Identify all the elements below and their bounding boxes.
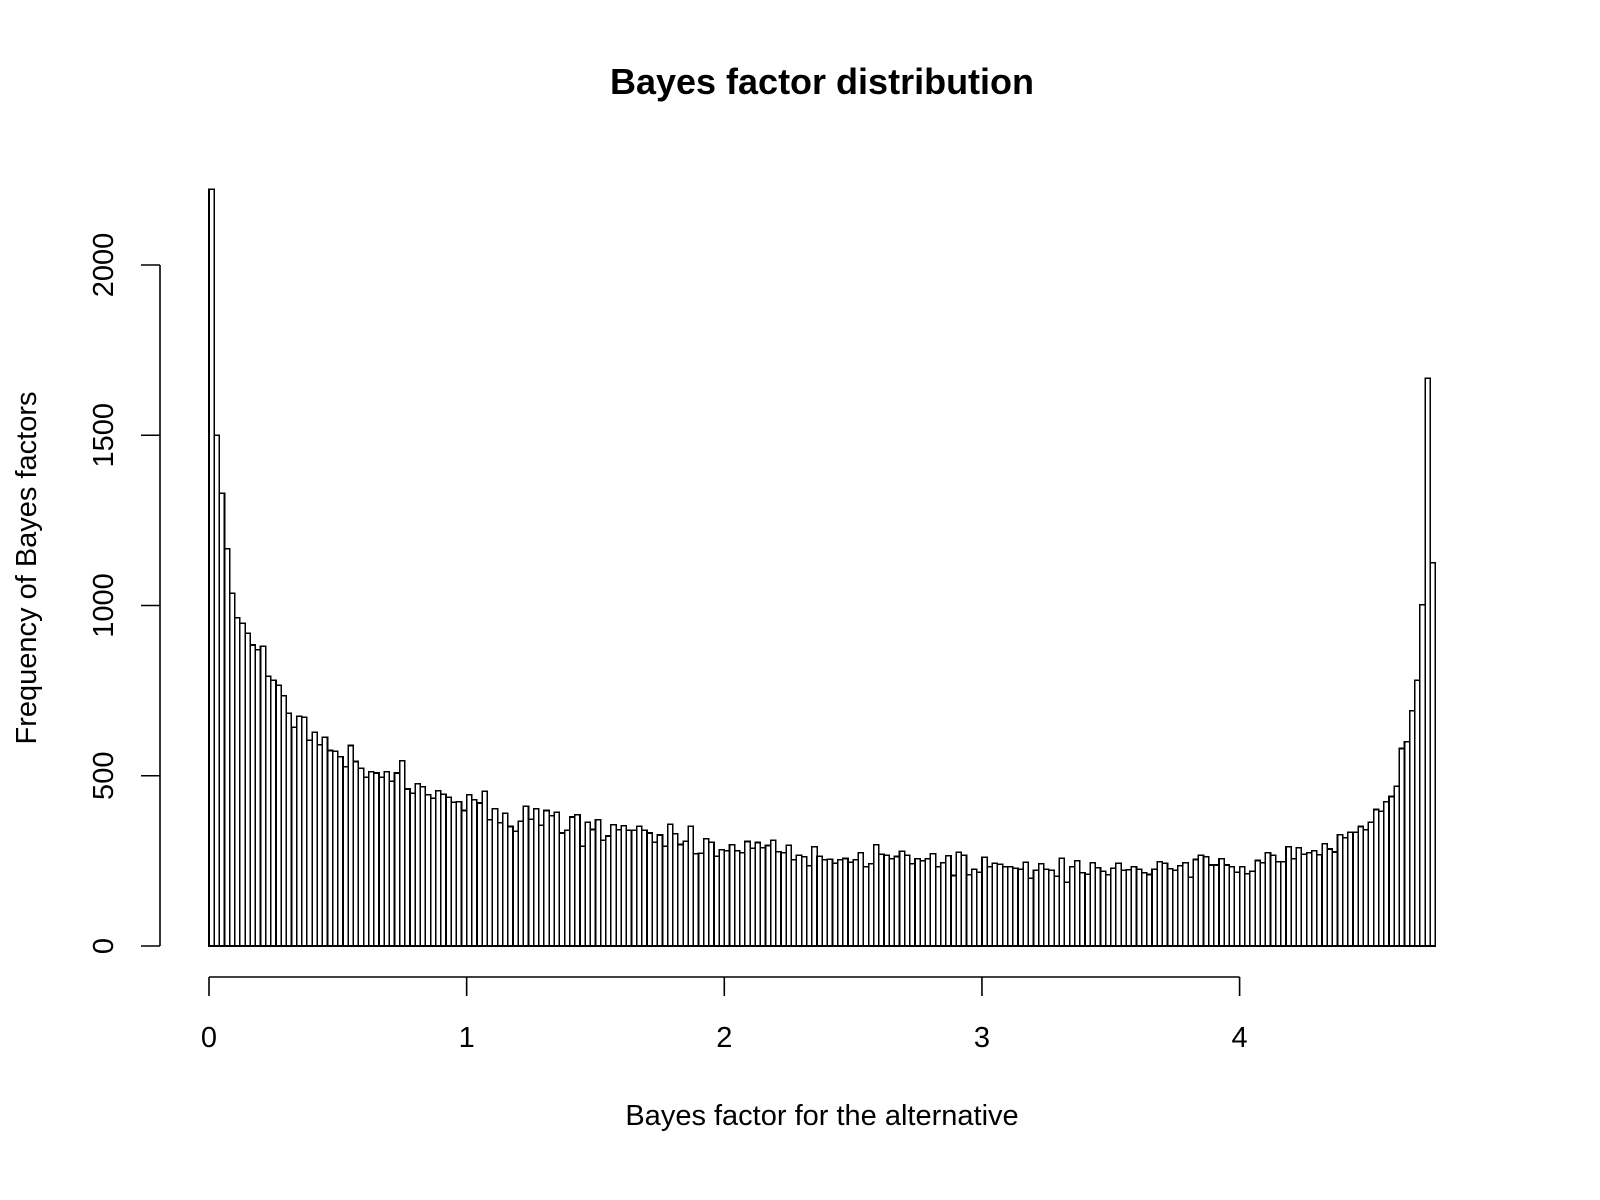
y-tick-label: 1000 <box>88 573 120 638</box>
x-tick-label: 3 <box>974 1022 990 1054</box>
y-tick-label: 0 <box>88 938 120 954</box>
x-tick-label: 2 <box>716 1022 732 1054</box>
y-tick-label: 500 <box>88 752 120 800</box>
y-tick-label: 1500 <box>88 403 120 468</box>
x-tick-label: 1 <box>459 1022 475 1054</box>
histogram-bar <box>1429 562 1437 947</box>
histogram-bars <box>208 188 1437 947</box>
y-axis-label: Frequency of Bayes factors <box>11 392 43 745</box>
y-axis: 0 500 1000 1500 2000 <box>88 233 161 954</box>
x-axis-label: Bayes factor for the alternative <box>625 1100 1018 1132</box>
x-tick-label: 0 <box>201 1022 217 1054</box>
y-tick-label: 2000 <box>88 233 120 298</box>
x-axis: 0 1 2 3 4 <box>201 976 1248 1054</box>
x-tick-label: 4 <box>1232 1022 1248 1054</box>
chart-title: Bayes factor distribution <box>610 61 1034 102</box>
